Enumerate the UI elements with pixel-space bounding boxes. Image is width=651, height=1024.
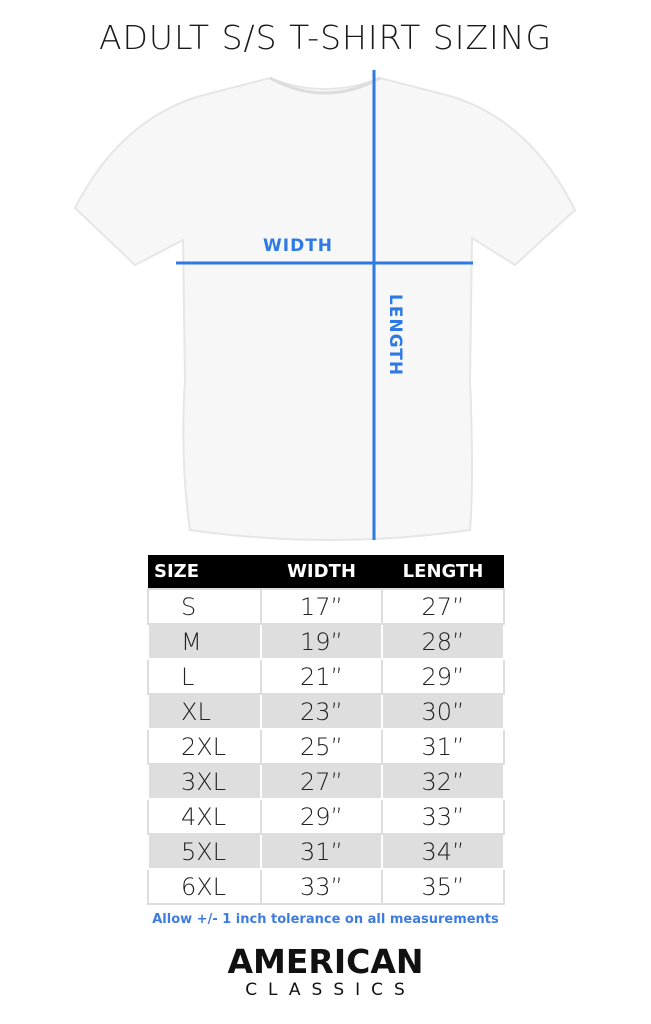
table-row: 2XL 25” 31” <box>147 728 505 765</box>
size-table: SIZE WIDTH LENGTH S 17” 27” M 19” 28” L 21” 29” X… <box>147 555 505 905</box>
tshirt-illustration <box>73 70 577 541</box>
size-cell: 3XL <box>147 763 262 800</box>
brand-logo: AMERICAN <box>227 942 424 981</box>
header-width: WIDTH <box>261 555 382 589</box>
length-cell: 30” <box>381 693 505 730</box>
width-cell: 29” <box>260 798 383 835</box>
width-cell: 23” <box>260 693 383 730</box>
width-cell: 27” <box>260 763 383 800</box>
table-row: S 17” 27” <box>147 588 505 625</box>
table-row: M 19” 28” <box>147 623 505 660</box>
size-cell: XL <box>147 693 262 730</box>
width-label: WIDTH <box>263 236 334 256</box>
width-cell: 17” <box>260 588 383 625</box>
page-title: ADULT S/S T-SHIRT SIZING <box>98 18 553 57</box>
table-row: 3XL 27” 32” <box>147 763 505 800</box>
length-cell: 28” <box>381 623 505 660</box>
tolerance-note: Allow +/- 1 inch tolerance on all measur… <box>152 912 499 927</box>
table-row: 4XL 29” 33” <box>147 798 505 835</box>
header-length: LENGTH <box>382 555 504 589</box>
header-size: SIZE <box>148 555 261 589</box>
length-cell: 31” <box>381 728 505 765</box>
size-cell: 5XL <box>147 833 262 870</box>
width-cell: 31” <box>260 833 383 870</box>
width-cell: 21” <box>260 658 383 695</box>
size-cell: 6XL <box>147 868 262 905</box>
size-cell: M <box>147 623 262 660</box>
length-cell: 32” <box>381 763 505 800</box>
width-cell: 33” <box>260 868 383 905</box>
size-cell: S <box>147 588 262 625</box>
size-cell: 4XL <box>147 798 262 835</box>
table-row: XL 23” 30” <box>147 693 505 730</box>
width-cell: 25” <box>260 728 383 765</box>
length-cell: 27” <box>381 588 505 625</box>
width-cell: 19” <box>260 623 383 660</box>
length-cell: 35” <box>381 868 505 905</box>
table-row: 6XL 33” 35” <box>147 868 505 905</box>
size-cell: 2XL <box>147 728 262 765</box>
length-label: LENGTH <box>385 293 405 377</box>
length-cell: 33” <box>381 798 505 835</box>
size-cell: L <box>147 658 262 695</box>
table-row: L 21” 29” <box>147 658 505 695</box>
length-cell: 29” <box>381 658 505 695</box>
length-cell: 34” <box>381 833 505 870</box>
brand-logo-sub: CLASSICS <box>245 980 416 1000</box>
table-row: 5XL 31” 34” <box>147 833 505 870</box>
